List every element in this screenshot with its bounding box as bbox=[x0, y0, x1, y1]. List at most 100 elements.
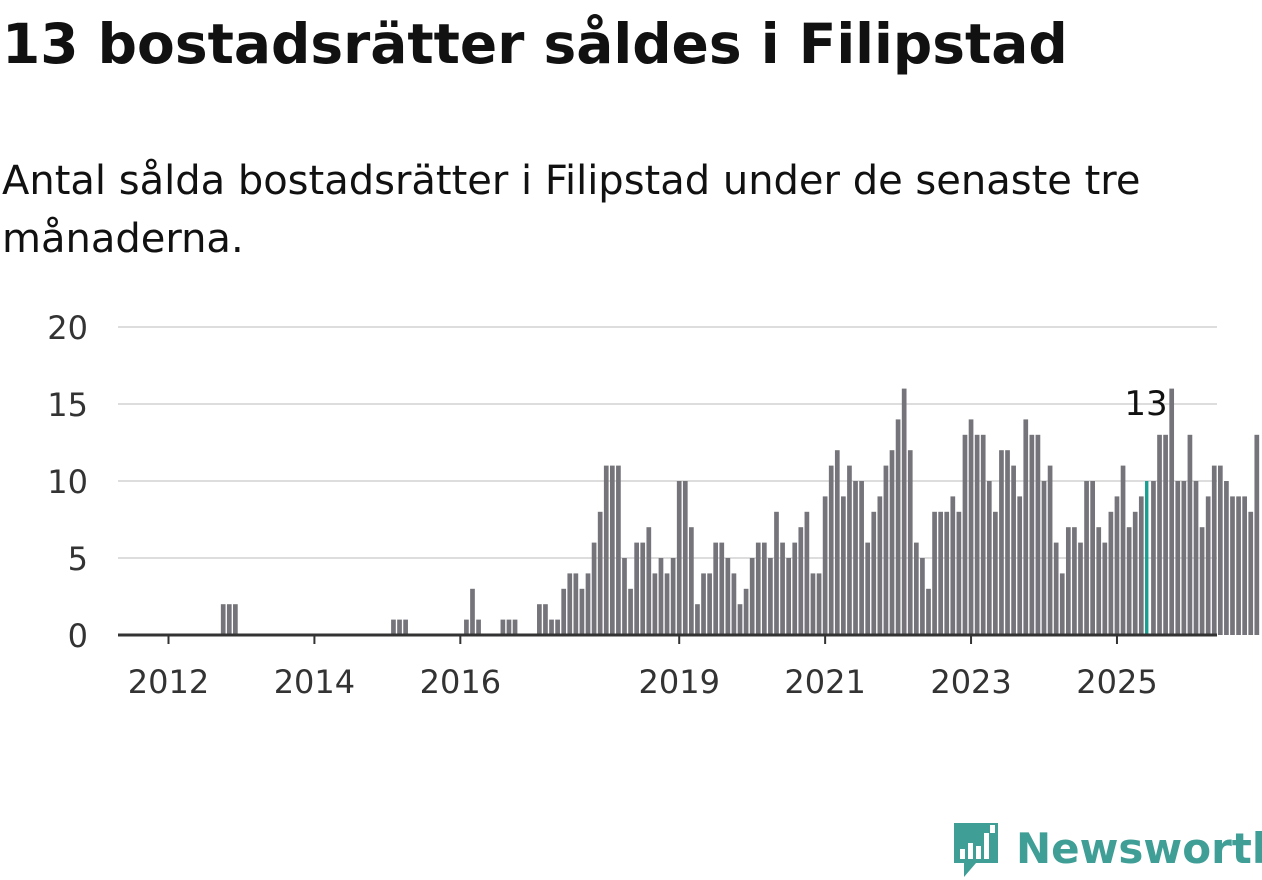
bar bbox=[1181, 481, 1187, 635]
bar bbox=[1059, 573, 1065, 635]
bar bbox=[1236, 496, 1241, 635]
bar bbox=[500, 619, 506, 635]
bar bbox=[859, 481, 864, 635]
bar bbox=[1242, 496, 1247, 635]
bar bbox=[877, 496, 883, 635]
bar bbox=[476, 619, 481, 635]
bar bbox=[1017, 496, 1023, 635]
bar bbox=[1151, 481, 1156, 635]
bar bbox=[798, 527, 804, 635]
bar bbox=[1248, 511, 1254, 635]
bar bbox=[901, 388, 907, 635]
bar bbox=[774, 511, 779, 635]
bar bbox=[932, 511, 937, 635]
bar bbox=[1126, 527, 1132, 635]
bar bbox=[579, 588, 585, 635]
bar bbox=[743, 588, 749, 635]
bar bbox=[999, 450, 1004, 635]
bar bbox=[1187, 434, 1193, 635]
logo-text: Newsworthy bbox=[1016, 824, 1262, 873]
bar bbox=[926, 588, 931, 635]
bar bbox=[537, 604, 542, 635]
bar bbox=[1205, 496, 1211, 635]
bar bbox=[1047, 465, 1053, 635]
bar bbox=[664, 573, 670, 635]
bar bbox=[689, 527, 694, 635]
bar bbox=[816, 573, 822, 635]
bar bbox=[1224, 481, 1229, 635]
page-title: 13 bostadsrätter såldes i Filipstad bbox=[2, 12, 1068, 76]
bar bbox=[652, 573, 658, 635]
bar bbox=[646, 527, 652, 635]
bar bbox=[1035, 434, 1041, 635]
newsworthy-logo: Newsworthy bbox=[950, 818, 1262, 880]
bar bbox=[573, 573, 579, 635]
bar bbox=[555, 619, 560, 635]
bar bbox=[658, 558, 664, 635]
bar bbox=[920, 558, 925, 635]
bar bbox=[506, 619, 512, 635]
bar bbox=[1041, 481, 1047, 635]
bar bbox=[1053, 542, 1059, 635]
bar bbox=[913, 542, 919, 635]
x-tick-label: 2025 bbox=[1076, 663, 1157, 701]
bar bbox=[944, 511, 950, 635]
bar bbox=[761, 542, 767, 635]
bar bbox=[938, 511, 943, 635]
bar bbox=[828, 465, 834, 635]
bar bbox=[1199, 527, 1205, 635]
bar bbox=[853, 481, 858, 635]
bar bbox=[391, 619, 396, 635]
x-tick-label: 2019 bbox=[638, 663, 719, 701]
highlight-value-label: 13 bbox=[1124, 384, 1167, 424]
bar bbox=[616, 465, 621, 635]
bar bbox=[1102, 542, 1108, 635]
y-tick-label: 0 bbox=[68, 617, 88, 655]
y-tick-label: 15 bbox=[47, 386, 88, 424]
bar bbox=[974, 434, 980, 635]
bar bbox=[549, 619, 554, 635]
page-subtitle: Antal sålda bostadsrätter i Filipstad un… bbox=[2, 158, 1141, 262]
bar bbox=[986, 481, 992, 635]
bar bbox=[719, 542, 725, 635]
bar bbox=[895, 419, 901, 635]
x-tick-label: 2012 bbox=[128, 663, 209, 701]
bar bbox=[567, 573, 573, 635]
bar bbox=[1065, 527, 1071, 635]
x-tick-label: 2023 bbox=[930, 663, 1011, 701]
y-tick-label: 5 bbox=[68, 540, 88, 578]
bar bbox=[1169, 388, 1175, 635]
bar bbox=[1230, 496, 1235, 635]
y-axis-ticks: 0 5 10 15 20 bbox=[47, 309, 88, 655]
bar bbox=[512, 619, 518, 635]
x-tick-label: 2016 bbox=[420, 663, 501, 701]
bar bbox=[695, 604, 700, 635]
bar bbox=[834, 450, 840, 635]
bar bbox=[1084, 481, 1089, 635]
bar bbox=[682, 481, 688, 635]
bar bbox=[220, 604, 226, 635]
bar bbox=[634, 542, 639, 635]
bar bbox=[1217, 465, 1223, 635]
bar bbox=[464, 619, 469, 635]
bar bbox=[950, 496, 956, 635]
bar bbox=[980, 434, 986, 635]
bar bbox=[713, 542, 719, 635]
x-axis-ticks: 2012 2014 2016 2019 2021 2023 2025 bbox=[128, 635, 1158, 701]
bar bbox=[1254, 434, 1260, 635]
bar bbox=[883, 465, 889, 635]
bar bbox=[701, 573, 706, 635]
x-tick-label: 2021 bbox=[784, 663, 865, 701]
bar bbox=[731, 573, 737, 635]
bar bbox=[1193, 481, 1199, 635]
bar bbox=[1211, 465, 1217, 635]
bar bbox=[226, 604, 232, 635]
bar bbox=[1090, 481, 1095, 635]
bar bbox=[993, 511, 998, 635]
bar-highlight bbox=[1145, 481, 1149, 635]
bar bbox=[233, 604, 238, 635]
bar bbox=[768, 558, 773, 635]
bar bbox=[543, 604, 548, 635]
bar bbox=[1096, 527, 1102, 635]
bar-chart: 0 5 10 15 20 2012 2014 2016 2019 2021 2023 2025 13 bbox=[47, 309, 1260, 701]
